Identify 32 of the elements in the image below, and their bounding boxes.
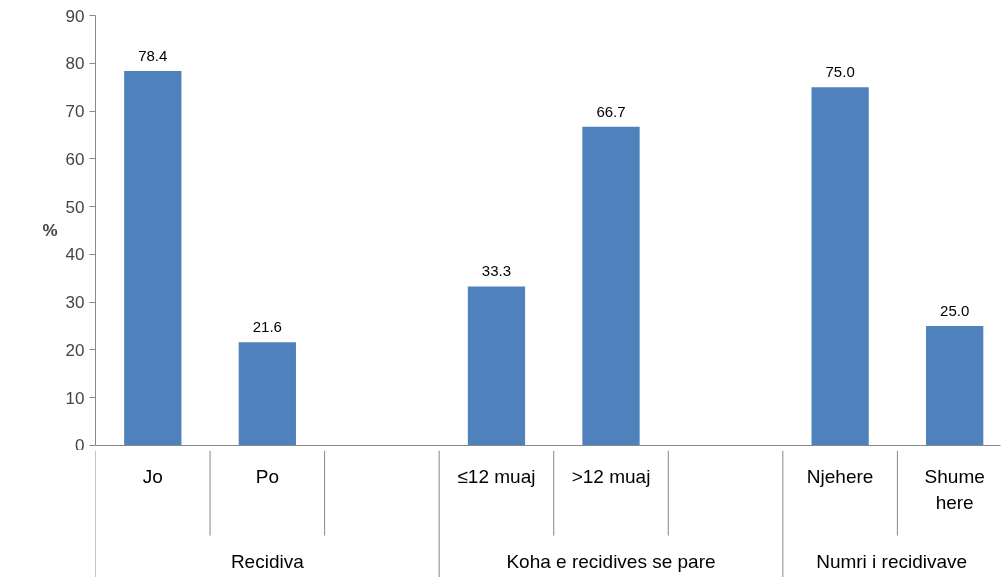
bar [124, 70, 182, 446]
y-tick-label: 80 [65, 54, 85, 74]
x-tick-label: Jo [142, 465, 163, 487]
x-tick-label: Po [255, 465, 279, 487]
y-tick-label: 50 [65, 197, 85, 217]
data-label: 66.7 [596, 102, 626, 120]
data-label: 75.0 [825, 63, 855, 81]
data-label: 78.4 [138, 46, 168, 64]
y-tick-label: 20 [65, 340, 85, 360]
y-tick-label: 30 [65, 293, 85, 313]
bar [582, 126, 640, 446]
y-tick-label: 70 [65, 102, 85, 122]
x-tick-label: Shume here [924, 465, 985, 513]
y-tick-label: 0 [75, 435, 85, 455]
y-axis-title: % [42, 221, 58, 240]
bar [926, 326, 984, 446]
x-tick-label: Njehere [806, 465, 874, 487]
data-label: 25.0 [940, 302, 970, 320]
text: Recidiva [230, 551, 305, 573]
y-tick-label: 90 [65, 6, 85, 26]
y-tick-label: 40 [65, 245, 85, 265]
bar [238, 342, 296, 446]
text: Koha e recidives se pare [506, 551, 716, 573]
y-tick-label: 60 [65, 149, 85, 169]
data-label: 21.6 [252, 318, 282, 336]
x-tick-label: ≤12 muaj [457, 465, 536, 487]
y-tick-label: 10 [65, 388, 85, 408]
text: Numri i recidivave [816, 551, 968, 573]
bar [467, 286, 526, 446]
bar [811, 87, 869, 446]
x-tick-label: >12 muaj [571, 465, 651, 487]
data-label: 33.3 [481, 262, 512, 280]
